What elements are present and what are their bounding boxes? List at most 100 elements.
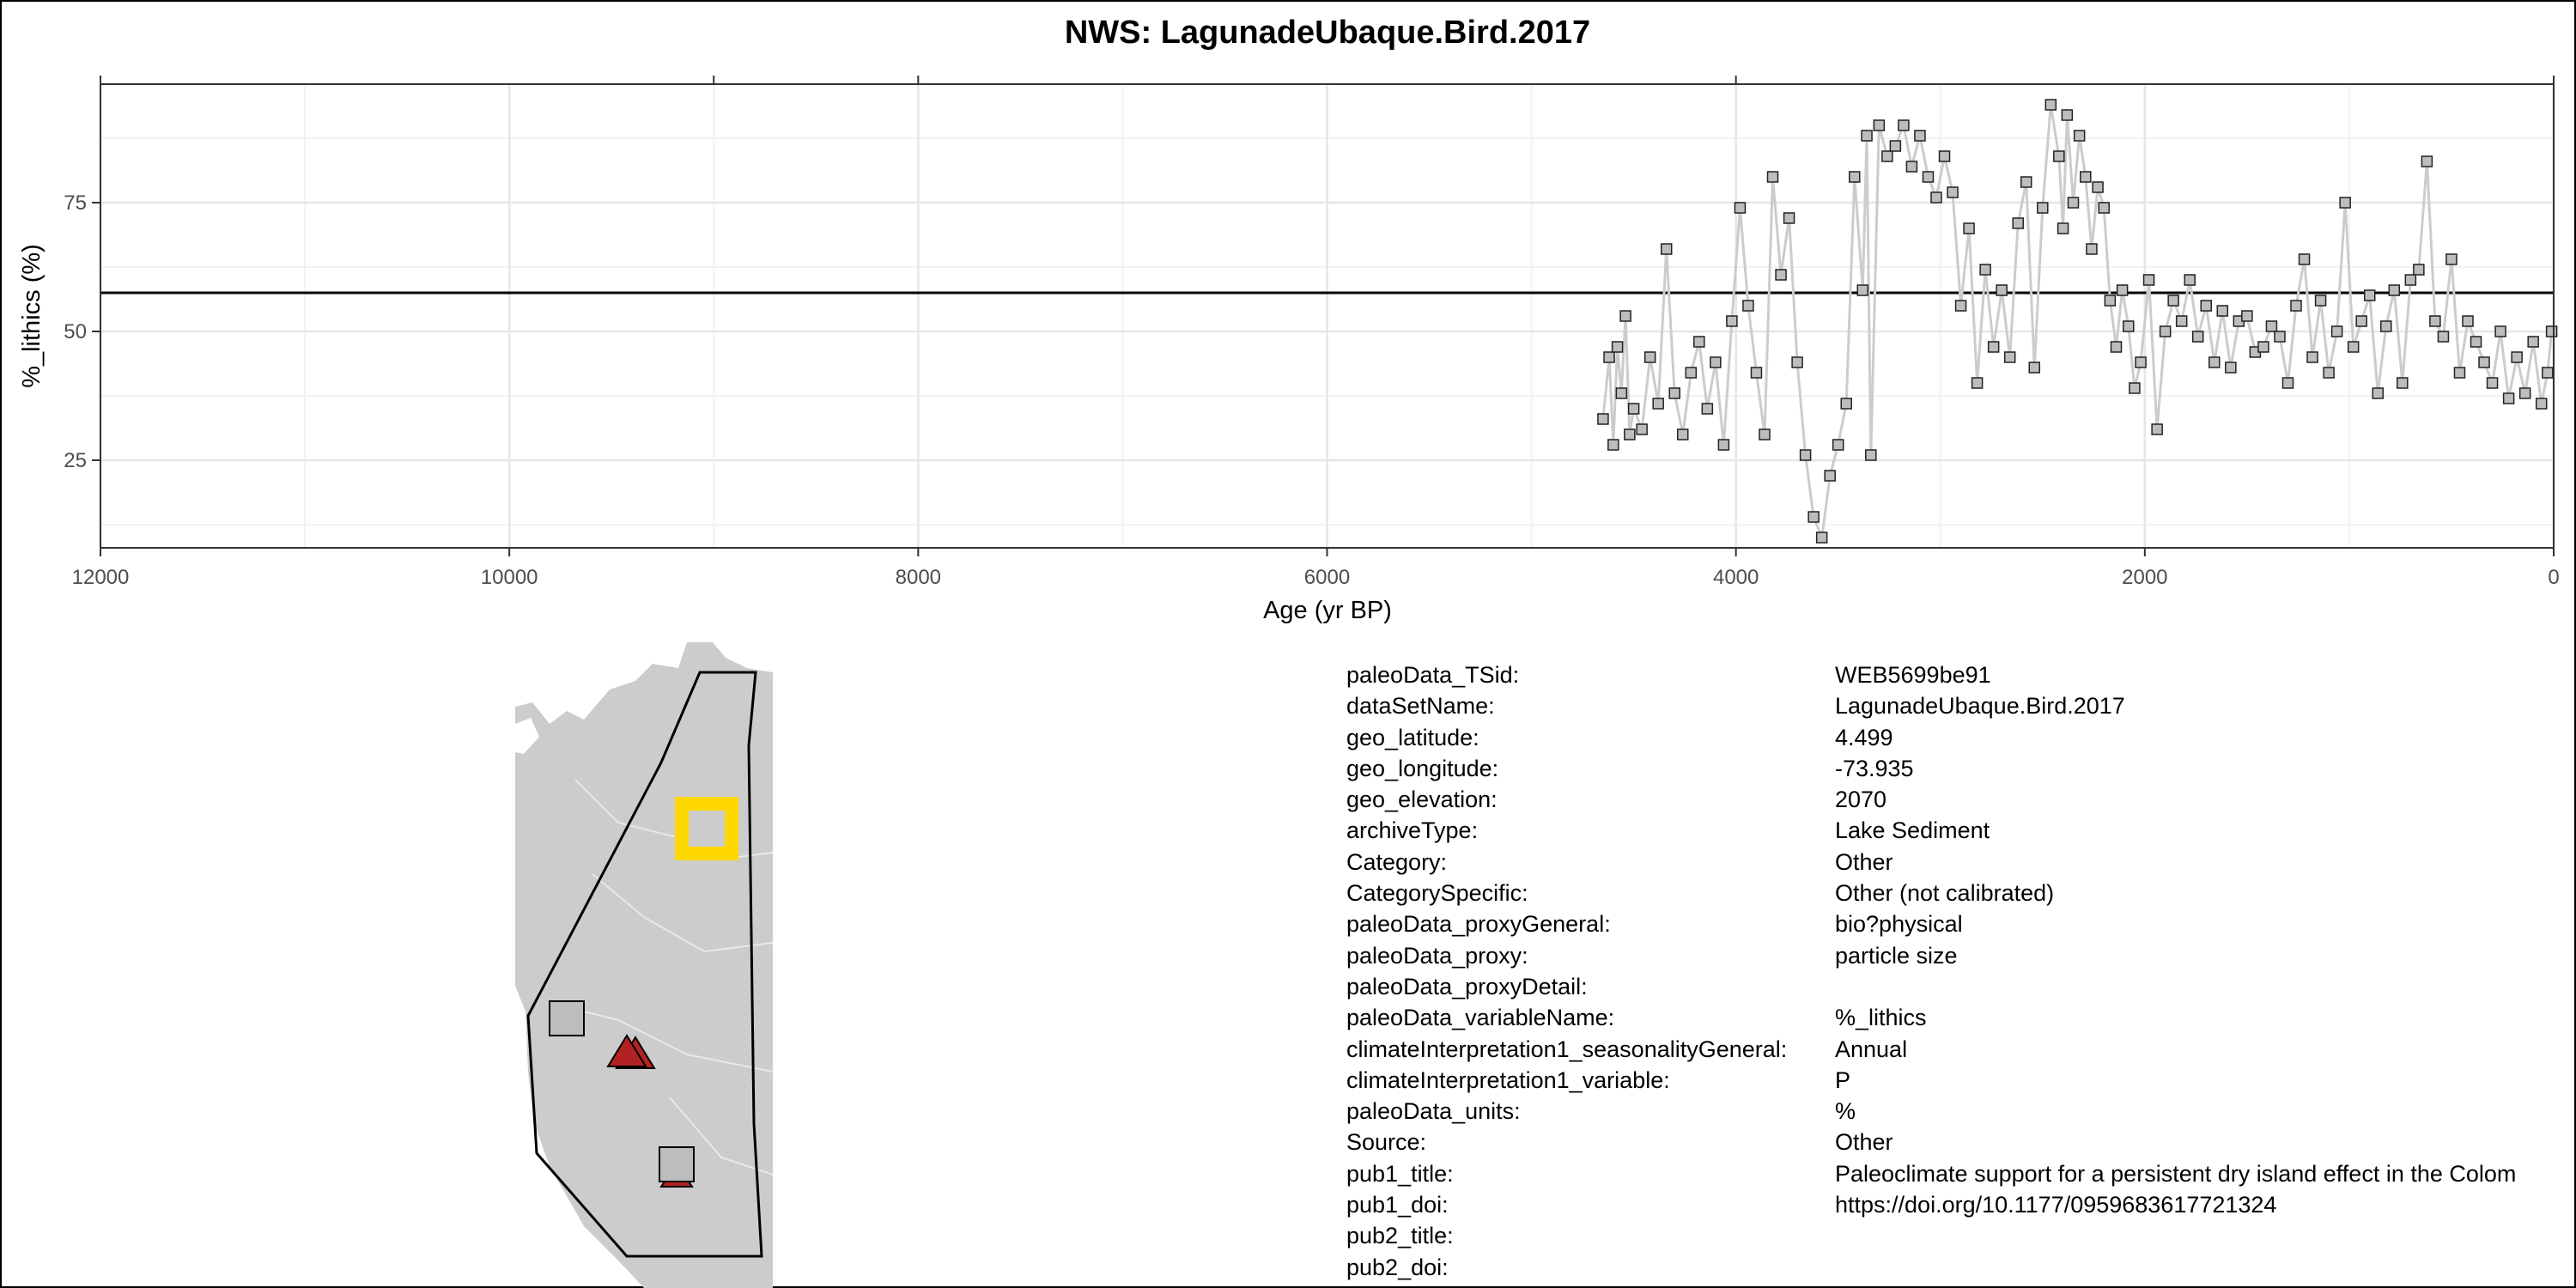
data-point — [2306, 351, 2318, 363]
x-tick-label: 8000 — [896, 566, 941, 589]
other-site-square — [659, 1146, 695, 1182]
data-point — [1799, 449, 1812, 461]
data-point — [1660, 243, 1673, 255]
metadata-row: Source: Other — [1346, 1127, 2576, 1157]
data-point — [2363, 289, 2376, 301]
data-point — [2429, 315, 2441, 327]
data-point — [2445, 253, 2458, 265]
data-point — [1971, 377, 1984, 389]
metadata-key: Category: — [1346, 848, 1448, 875]
x-tick-label: 4000 — [1713, 566, 1759, 589]
data-point — [2535, 398, 2548, 410]
data-point — [1742, 300, 1754, 312]
data-point — [1717, 439, 1730, 451]
data-point — [2057, 222, 2069, 234]
data-point — [1873, 119, 1886, 131]
data-point — [2020, 176, 2032, 188]
metadata-key: paleoData_units: — [1346, 1098, 1521, 1125]
data-point — [1607, 439, 1619, 451]
y-tick-label: 75 — [64, 191, 87, 215]
data-point — [1963, 222, 1975, 234]
metadata-key: Source: — [1346, 1129, 1427, 1156]
metadata-row: geo_elevation: 2070 — [1346, 784, 2576, 815]
y-tick-label: 50 — [64, 320, 87, 343]
metadata-value: LagunadeUbaque.Bird.2017 — [1835, 693, 2125, 720]
x-tick-label: 12000 — [72, 566, 130, 589]
data-point — [2191, 331, 2204, 343]
metadata-value: https://doi.org/10.1177/0959683617721324 — [1835, 1192, 2277, 1218]
data-point — [1624, 428, 1636, 440]
data-point — [2404, 274, 2417, 286]
data-point — [2184, 274, 2196, 286]
data-point — [1766, 171, 1779, 183]
metadata-key: climateInterpretation1_variable: — [1346, 1066, 1670, 1093]
metadata-key: pub1_doi: — [1346, 1192, 1449, 1218]
data-point — [1627, 403, 1640, 415]
data-point — [2044, 99, 2057, 111]
data-point — [2542, 367, 2554, 379]
metadata-key: geo_elevation: — [1346, 787, 1498, 813]
data-point — [2339, 197, 2351, 209]
metadata-row: pub2_title: — [1346, 1220, 2576, 1251]
data-point — [2151, 423, 2163, 435]
data-point — [2098, 202, 2110, 214]
data-point — [2012, 217, 2024, 229]
metadata-row: paleoData_proxyDetail: — [1346, 971, 2576, 1002]
metadata-key: dataSetName: — [1346, 693, 1495, 720]
metadata-key: CategorySpecific: — [1346, 880, 1528, 907]
metadata-row: pub1_title: Paleoclimate support for a pe… — [1346, 1158, 2576, 1189]
data-point — [2462, 315, 2474, 327]
data-point — [1710, 356, 1722, 368]
data-point — [2116, 284, 2129, 296]
data-point — [1677, 428, 1689, 440]
metadata-table: paleoData_TSid: WEB5699be91 dataSetName: La… — [1346, 659, 2576, 1283]
y-axis-label: %_lithics (%) — [18, 244, 46, 388]
metadata-value: %_lithics — [1835, 1005, 1927, 1031]
data-point — [1889, 140, 1902, 152]
chart-title: NWS: LagunadeUbaque.Bird.2017 — [1065, 15, 1590, 51]
data-point — [1861, 130, 1873, 142]
data-point — [2518, 387, 2531, 399]
data-point — [2502, 392, 2515, 404]
data-point — [2281, 377, 2294, 389]
data-point — [2067, 197, 2080, 209]
data-point — [2545, 325, 2558, 337]
metadata-key: archiveType: — [1346, 817, 1479, 844]
data-point — [2323, 367, 2335, 379]
metadata-value: Paleoclimate support for a persistent dr… — [1835, 1160, 2517, 1187]
metadata-row: CategorySpecific: Other (not calibrated) — [1346, 878, 2576, 908]
data-point — [1701, 403, 1714, 415]
data-point — [2037, 202, 2049, 214]
data-point — [2073, 130, 2086, 142]
data-point — [1815, 532, 1828, 544]
data-point — [1668, 387, 1680, 399]
data-point — [2061, 109, 2074, 121]
metadata-row: paleoData_TSid: WEB5699be91 — [1346, 659, 2576, 690]
metadata-key: paleoData_proxyGeneral: — [1346, 911, 1611, 938]
data-point — [2437, 331, 2450, 343]
data-point — [1898, 119, 1910, 131]
data-point — [2347, 341, 2360, 353]
data-point — [2129, 382, 2141, 394]
data-point — [2208, 356, 2221, 368]
series-line — [1601, 104, 2554, 543]
metadata-value: particle size — [1835, 942, 1958, 969]
data-point — [2397, 377, 2409, 389]
data-point — [2159, 325, 2172, 337]
data-point — [1775, 269, 1787, 281]
data-point — [2135, 356, 2147, 368]
data-point — [1979, 264, 1991, 276]
data-point — [2092, 181, 2104, 193]
data-point — [2453, 367, 2466, 379]
metadata-row: paleoData_variableName: %_lithics — [1346, 1002, 2576, 1033]
data-point — [2486, 377, 2499, 389]
data-point — [1954, 300, 1967, 312]
metadata-row: pub2_doi: — [1346, 1252, 2576, 1283]
data-point — [1930, 191, 1942, 204]
data-point — [1750, 367, 1763, 379]
data-point — [1947, 186, 1959, 198]
data-point — [2290, 300, 2302, 312]
metadata-key: paleoData_variableName: — [1346, 1005, 1615, 1031]
data-point — [2216, 305, 2229, 317]
x-tick-label: 0 — [2548, 566, 2559, 589]
